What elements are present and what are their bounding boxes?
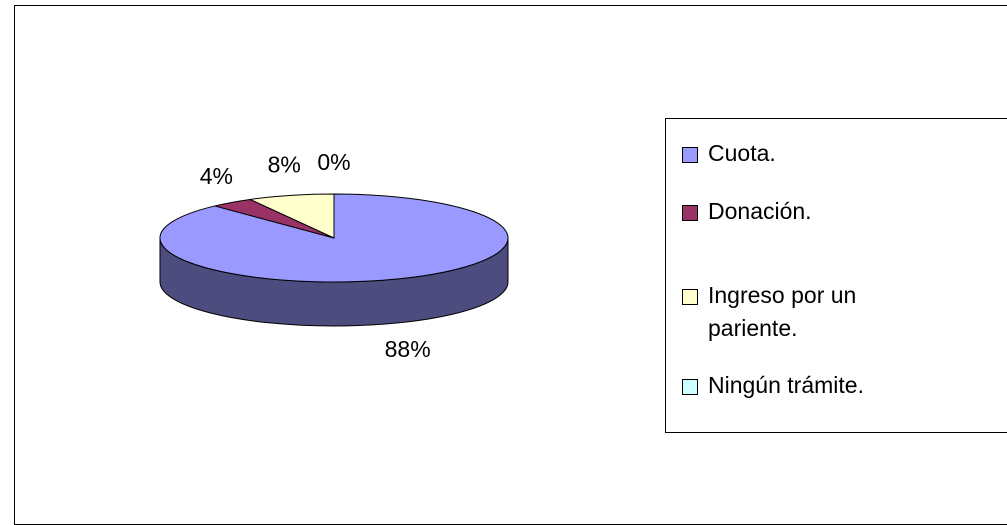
legend-label: Donación. — [708, 198, 812, 224]
data-label: 88% — [385, 336, 431, 362]
legend-label: Ningún trámite. — [708, 372, 864, 398]
legend-label: Cuota. — [708, 140, 776, 166]
legend: Cuota. Donación. Ingreso por un pariente. N… — [665, 118, 1007, 433]
legend-item: Donación. — [680, 195, 948, 228]
legend-label: Ingreso por un pariente. — [708, 282, 857, 341]
legend-swatch — [682, 205, 698, 221]
data-label: 4% — [200, 163, 233, 189]
legend-item: Cuota. — [680, 137, 948, 170]
legend-swatch — [682, 379, 698, 395]
legend-swatch — [682, 289, 698, 305]
data-label: 0% — [317, 149, 350, 175]
legend-item: Ningún trámite. — [680, 369, 948, 402]
legend-item: Ingreso por un pariente. — [680, 279, 948, 345]
legend-swatch — [682, 147, 698, 163]
data-label: 8% — [268, 151, 301, 177]
